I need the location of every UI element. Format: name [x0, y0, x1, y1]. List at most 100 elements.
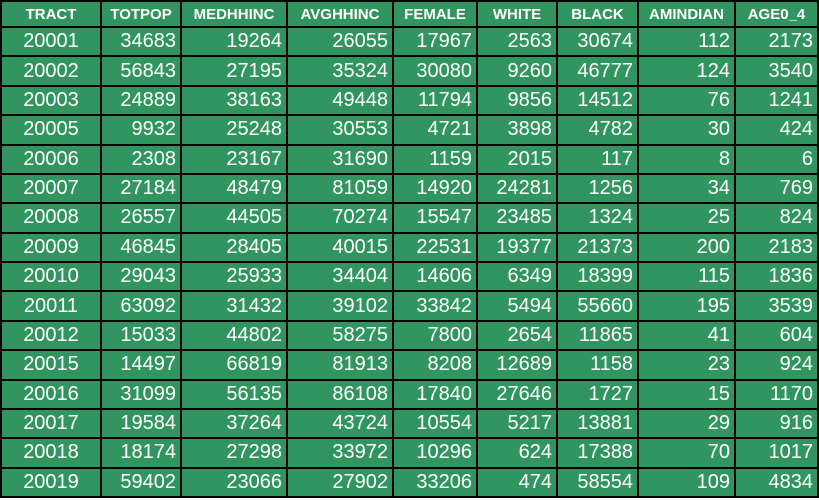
table-cell-tract: 20017	[0, 407, 102, 440]
table-cell-avghhinc: 33972	[286, 437, 394, 469]
table-cell-avghhinc: 34404	[286, 260, 394, 293]
table-cell-age0-4: 924	[734, 349, 819, 381]
table-cell-black: 55660	[556, 290, 639, 322]
table-cell-tract: 20012	[0, 319, 102, 352]
table-cell-tract: 20002	[0, 55, 102, 87]
table-cell-white: 5494	[476, 290, 558, 322]
table-cell-medhhinc: 44802	[180, 319, 288, 352]
table-cell-white: 9260	[476, 55, 558, 87]
table-cell-avghhinc: 70274	[286, 202, 394, 234]
table-cell-white: 2654	[476, 319, 558, 352]
table-cell-medhhinc: 27195	[180, 55, 288, 87]
table-cell-white: 23485	[476, 202, 558, 234]
table-cell-white: 24281	[476, 172, 558, 205]
table-row: 20001 34683 19264 26055 17967 2563 30674 112 217…	[0, 25, 819, 58]
table-cell-avghhinc: 86108	[286, 378, 394, 410]
table-cell-amindian: 195	[637, 290, 736, 322]
table-cell-black: 1158	[556, 349, 639, 381]
table-cell-white: 2563	[476, 25, 558, 58]
table-cell-age0-4: 2173	[734, 25, 819, 58]
table-cell-white: 624	[476, 437, 558, 469]
table-cell-female: 10554	[392, 407, 478, 440]
table-cell-amindian: 34	[637, 172, 736, 205]
table-cell-avghhinc: 40015	[286, 231, 394, 264]
table-row: 20008 26557 44505 70274 15547 23485 1324 25 824	[0, 202, 819, 234]
table-cell-amindian: 124	[637, 55, 736, 87]
table-row: 20006 2308 23167 31690 1159 2015 117 8 6	[0, 143, 819, 175]
table-cell-amindian: 29	[637, 407, 736, 440]
table-cell-white: 12689	[476, 349, 558, 381]
table-row: 20011 63092 31432 39102 33842 5494 55660 195 353…	[0, 290, 819, 322]
table-cell-avghhinc: 81913	[286, 349, 394, 381]
table-cell-female: 10296	[392, 437, 478, 469]
table-cell-age0-4: 2183	[734, 231, 819, 264]
table-cell-totpop: 18174	[100, 437, 182, 469]
table-cell-amindian: 70	[637, 437, 736, 469]
table-cell-avghhinc: 81059	[286, 172, 394, 205]
table-cell-tract: 20001	[0, 25, 102, 58]
table-cell-medhhinc: 27298	[180, 437, 288, 469]
column-header-medhhinc: MEDHHINC	[180, 0, 288, 28]
table-cell-white: 474	[476, 466, 558, 499]
column-header-black: BLACK	[556, 0, 639, 28]
table-cell-age0-4: 1836	[734, 260, 819, 293]
table-cell-black: 46777	[556, 55, 639, 87]
table-cell-female: 1159	[392, 143, 478, 175]
table-cell-totpop: 26557	[100, 202, 182, 234]
table-cell-totpop: 15033	[100, 319, 182, 352]
table-cell-tract: 20019	[0, 466, 102, 499]
table-cell-avghhinc: 31690	[286, 143, 394, 175]
table-cell-amindian: 41	[637, 319, 736, 352]
table-cell-age0-4: 6	[734, 143, 819, 175]
table-cell-totpop: 14497	[100, 349, 182, 381]
table-cell-female: 14920	[392, 172, 478, 205]
table-cell-black: 1324	[556, 202, 639, 234]
table-cell-totpop: 31099	[100, 378, 182, 410]
table-cell-tract: 20011	[0, 290, 102, 322]
column-header-tract: TRACT	[0, 0, 102, 28]
table-cell-amindian: 115	[637, 260, 736, 293]
table-cell-avghhinc: 43724	[286, 407, 394, 440]
table-cell-white: 27646	[476, 378, 558, 410]
table-cell-avghhinc: 49448	[286, 84, 394, 117]
table-cell-totpop: 27184	[100, 172, 182, 205]
table-cell-totpop: 29043	[100, 260, 182, 293]
table-cell-avghhinc: 35324	[286, 55, 394, 87]
table-cell-tract: 20003	[0, 84, 102, 117]
column-header-female: FEMALE	[392, 0, 478, 28]
table-cell-female: 14606	[392, 260, 478, 293]
table-row: 20019 59402 23066 27902 33206 474 58554 109 4834	[0, 466, 819, 499]
table-cell-amindian: 76	[637, 84, 736, 117]
table-cell-black: 30674	[556, 25, 639, 58]
table-cell-black: 117	[556, 143, 639, 175]
table-cell-totpop: 9932	[100, 114, 182, 146]
table-cell-female: 8208	[392, 349, 478, 381]
table-cell-avghhinc: 39102	[286, 290, 394, 322]
table-row: 20015 14497 66819 81913 8208 12689 1158 23 924	[0, 349, 819, 381]
table-cell-black: 58554	[556, 466, 639, 499]
table-cell-avghhinc: 26055	[286, 25, 394, 58]
table-cell-white: 5217	[476, 407, 558, 440]
table-row: 20010 29043 25933 34404 14606 6349 18399 115 183…	[0, 260, 819, 293]
table-cell-totpop: 2308	[100, 143, 182, 175]
table-row: 20007 27184 48479 81059 14920 24281 1256 34 769	[0, 172, 819, 205]
table-row: 20002 56843 27195 35324 30080 9260 46777 124 354…	[0, 55, 819, 87]
table-cell-amindian: 8	[637, 143, 736, 175]
table-cell-amindian: 200	[637, 231, 736, 264]
table-cell-age0-4: 1017	[734, 437, 819, 469]
table-cell-black: 21373	[556, 231, 639, 264]
table-cell-totpop: 63092	[100, 290, 182, 322]
table-cell-totpop: 19584	[100, 407, 182, 440]
table-row: 20017 19584 37264 43724 10554 5217 13881 29 916	[0, 407, 819, 440]
table-row: 20018 18174 27298 33972 10296 624 17388 70 1017	[0, 437, 819, 469]
table-cell-totpop: 34683	[100, 25, 182, 58]
table-cell-age0-4: 769	[734, 172, 819, 205]
table-cell-black: 4782	[556, 114, 639, 146]
table-cell-female: 11794	[392, 84, 478, 117]
column-header-age0-4: AGE0_4	[734, 0, 819, 28]
table-cell-age0-4: 4834	[734, 466, 819, 499]
table-cell-totpop: 56843	[100, 55, 182, 87]
table-cell-age0-4: 916	[734, 407, 819, 440]
